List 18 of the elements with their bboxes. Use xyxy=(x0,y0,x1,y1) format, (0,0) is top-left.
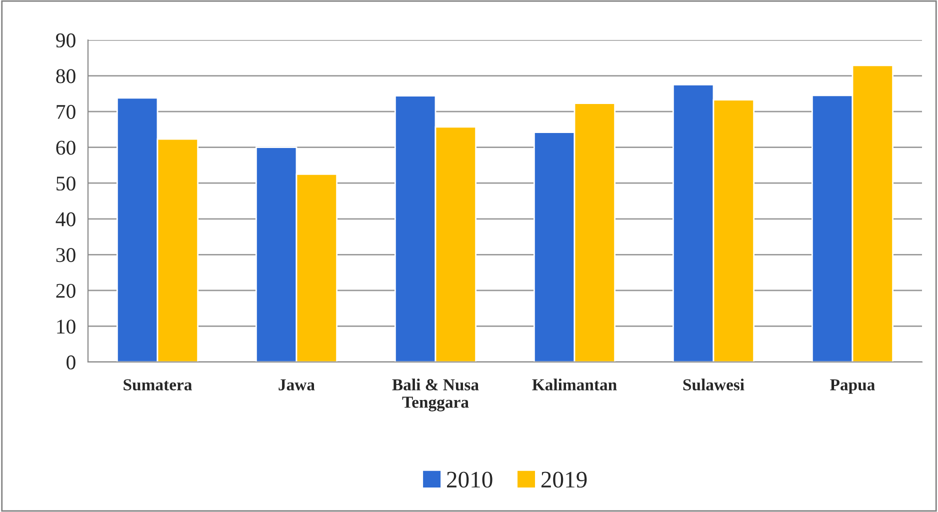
x-tick-label: Sumatera xyxy=(124,379,192,390)
y-tick-label: 70 xyxy=(56,104,76,119)
y-tick-label: 90 xyxy=(56,33,76,48)
y-tick-label: 10 xyxy=(57,320,76,334)
y-tick-label: 80 xyxy=(56,69,76,84)
y-tick-label: 50 xyxy=(56,176,76,191)
y-tick-label: 20 xyxy=(56,284,76,298)
legend-label: 2010 xyxy=(447,472,492,488)
x-tick-label: Sulawesi xyxy=(683,378,744,390)
x-tick-label: Jawa xyxy=(278,379,315,390)
y-tick-label: 60 xyxy=(56,140,76,155)
y-tick-label: 0 xyxy=(66,355,76,370)
x-tick-label: Bali & Nusa Tenggara xyxy=(392,378,479,412)
legend-label: 2019 xyxy=(541,472,587,488)
y-tick-label: 40 xyxy=(56,212,76,226)
x-tick-label: Papua xyxy=(830,379,875,394)
x-tick-label: Kalimantan xyxy=(532,378,617,390)
y-tick-label: 30 xyxy=(56,248,76,262)
